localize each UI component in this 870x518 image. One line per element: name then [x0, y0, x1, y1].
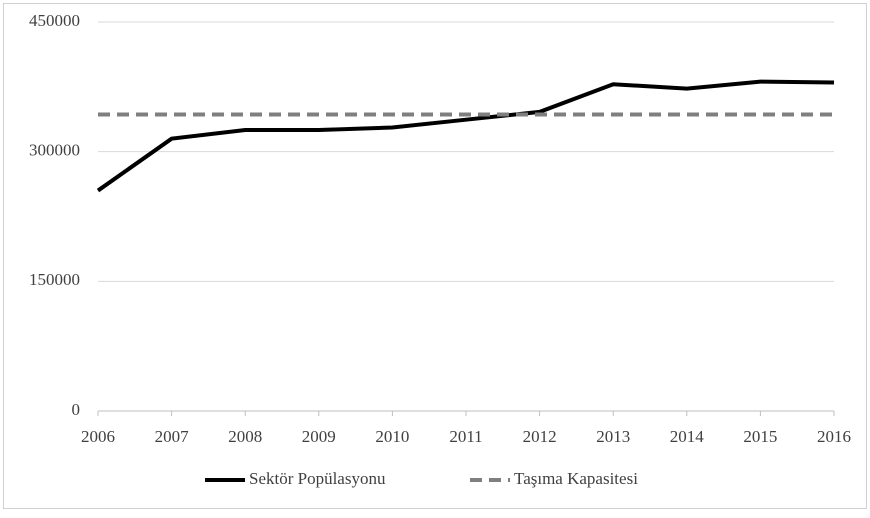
x-tick-label: 2008: [228, 427, 262, 446]
chart-frame: [3, 3, 867, 509]
x-tick-label: 2014: [670, 427, 705, 446]
x-tick-label: 2010: [375, 427, 409, 446]
legend-label: Sektör Popülasyonu: [249, 469, 386, 488]
x-tick-label: 2016: [817, 427, 851, 446]
x-tick-label: 2012: [523, 427, 557, 446]
y-tick-label: 300000: [29, 141, 80, 160]
y-tick-label: 450000: [29, 11, 80, 30]
x-tick-label: 2011: [449, 427, 482, 446]
y-tick-label: 150000: [29, 270, 80, 289]
x-tick-label: 2007: [155, 427, 190, 446]
x-tick-label: 2009: [302, 427, 336, 446]
y-tick-label: 0: [72, 400, 81, 419]
x-tick-label: 2015: [743, 427, 777, 446]
series-line: [96, 79, 835, 193]
legend-label: Taşıma Kapasitesi: [514, 469, 638, 488]
x-tick-label: 2006: [81, 427, 115, 446]
x-tick-label: 2013: [596, 427, 630, 446]
